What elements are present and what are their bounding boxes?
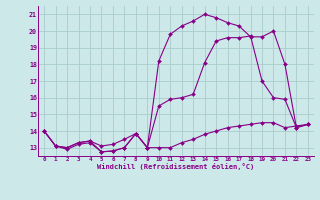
X-axis label: Windchill (Refroidissement éolien,°C): Windchill (Refroidissement éolien,°C): [97, 163, 255, 170]
